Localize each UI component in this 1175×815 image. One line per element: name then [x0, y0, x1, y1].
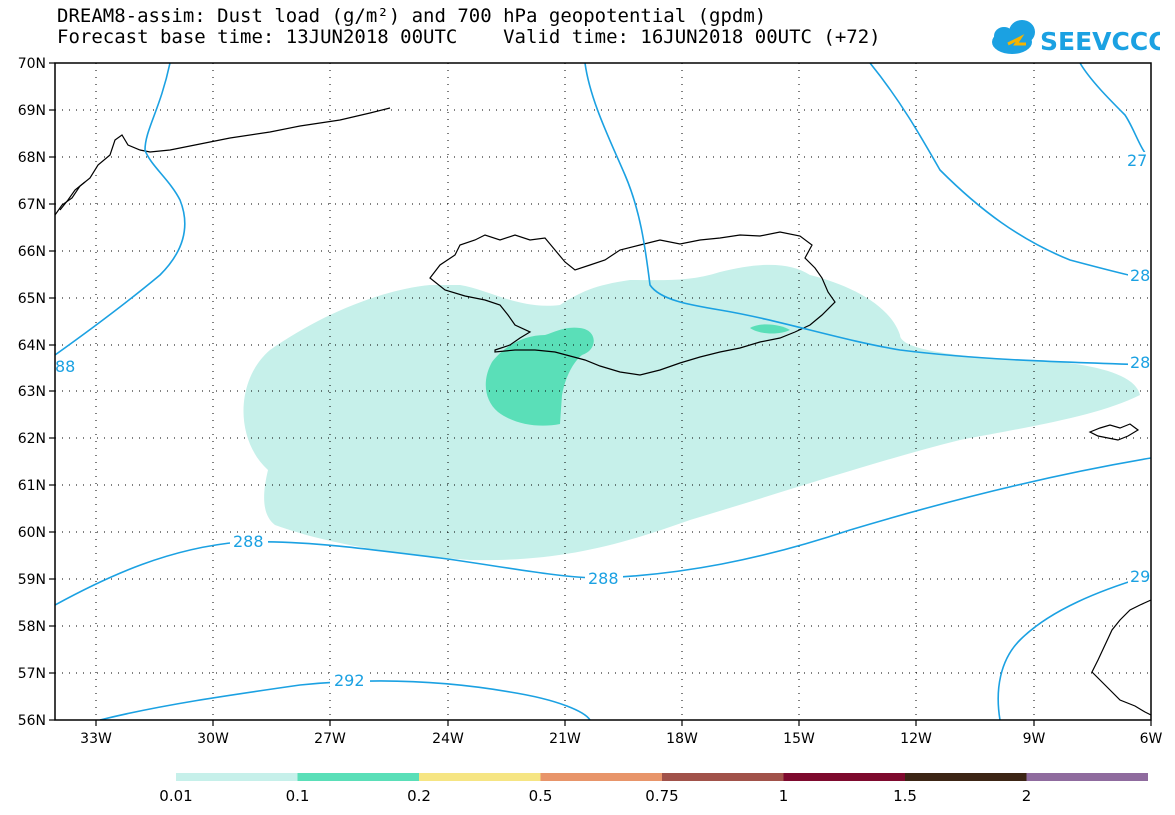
- seevccc-logo: SEEVCCC: [992, 20, 1160, 56]
- lat-label: 69N: [18, 103, 46, 119]
- legend-label: 0.1: [286, 787, 310, 805]
- lon-label: 9W: [1023, 731, 1046, 747]
- map-title: DREAM8-assim: Dust load (g/m²) and 700 h…: [57, 5, 767, 27]
- lon-label: 6W: [1140, 731, 1163, 747]
- color-legend: 0.01 0.1 0.2 0.5 0.75 1 1.5 2: [159, 773, 1148, 805]
- contour-label-288-a: 288: [233, 532, 264, 551]
- lat-label: 70N: [18, 56, 46, 72]
- lat-label: 62N: [18, 431, 46, 447]
- legend-bin: [297, 773, 419, 781]
- lat-label: 63N: [18, 384, 46, 400]
- lat-label: 66N: [18, 244, 46, 260]
- legend-bin: [540, 773, 662, 781]
- legend-label: 0.01: [159, 787, 192, 805]
- coastline: [55, 107, 1151, 716]
- lat-label: 56N: [18, 713, 46, 729]
- contour-label-288-b: 288: [588, 569, 619, 588]
- legend-label: 1.5: [893, 787, 917, 805]
- lon-label: 18W: [666, 731, 698, 747]
- contour-label-28-upper: 28: [1130, 266, 1150, 285]
- longitude-labels: 33W 30W 27W 24W 21W 18W 15W 12W 9W 6W: [80, 731, 1162, 747]
- legend-label: 1: [779, 787, 789, 805]
- lon-label: 15W: [783, 731, 815, 747]
- legend-label: 2: [1022, 787, 1032, 805]
- logo-text: SEEVCCC: [1040, 27, 1160, 56]
- legend-label: 0.5: [529, 787, 553, 805]
- lon-label: 33W: [80, 731, 112, 747]
- legend-bin: [905, 773, 1027, 781]
- lat-label: 61N: [18, 478, 46, 494]
- lon-label: 21W: [549, 731, 581, 747]
- contour-labels: 288 288 292 88 28 28 27 29: [55, 151, 1151, 690]
- latitude-labels: 56N 57N 58N 59N 60N 61N 62N 63N 64N 65N …: [18, 56, 46, 729]
- legend-bin: [1026, 773, 1148, 781]
- map-subtitle: Forecast base time: 13JUN2018 00UTC Vali…: [57, 26, 881, 48]
- dust-area-mid: [485, 327, 594, 426]
- dust-area-mid-east: [750, 324, 790, 334]
- dust-area-low: [243, 264, 1140, 561]
- geopotential-contours: [55, 63, 1151, 720]
- contour-label-292: 292: [334, 671, 365, 690]
- lat-label: 57N: [18, 666, 46, 682]
- axis-ticks: [49, 62, 1152, 726]
- graticule: [55, 63, 1151, 720]
- contour-label-28-lower: 28: [1130, 353, 1150, 372]
- contour-label-27: 27: [1127, 151, 1147, 170]
- lon-label: 24W: [432, 731, 464, 747]
- lat-label: 68N: [18, 150, 46, 166]
- legend-label: 0.2: [407, 787, 431, 805]
- legend-label: 0.75: [645, 787, 678, 805]
- legend-bin: [419, 773, 541, 781]
- lat-label: 65N: [18, 291, 46, 307]
- lat-label: 60N: [18, 525, 46, 541]
- lat-label: 67N: [18, 197, 46, 213]
- lat-label: 64N: [18, 338, 46, 354]
- lon-label: 30W: [197, 731, 229, 747]
- contour-label-88: 88: [55, 357, 75, 376]
- legend-bin: [176, 773, 298, 781]
- lon-label: 27W: [314, 731, 346, 747]
- contour-label-29: 29: [1130, 567, 1150, 586]
- lat-label: 58N: [18, 619, 46, 635]
- legend-bin: [662, 773, 784, 781]
- cloud-icon: [992, 20, 1035, 54]
- lat-label: 59N: [18, 572, 46, 588]
- lon-label: 12W: [900, 731, 932, 747]
- legend-bin: [783, 773, 905, 781]
